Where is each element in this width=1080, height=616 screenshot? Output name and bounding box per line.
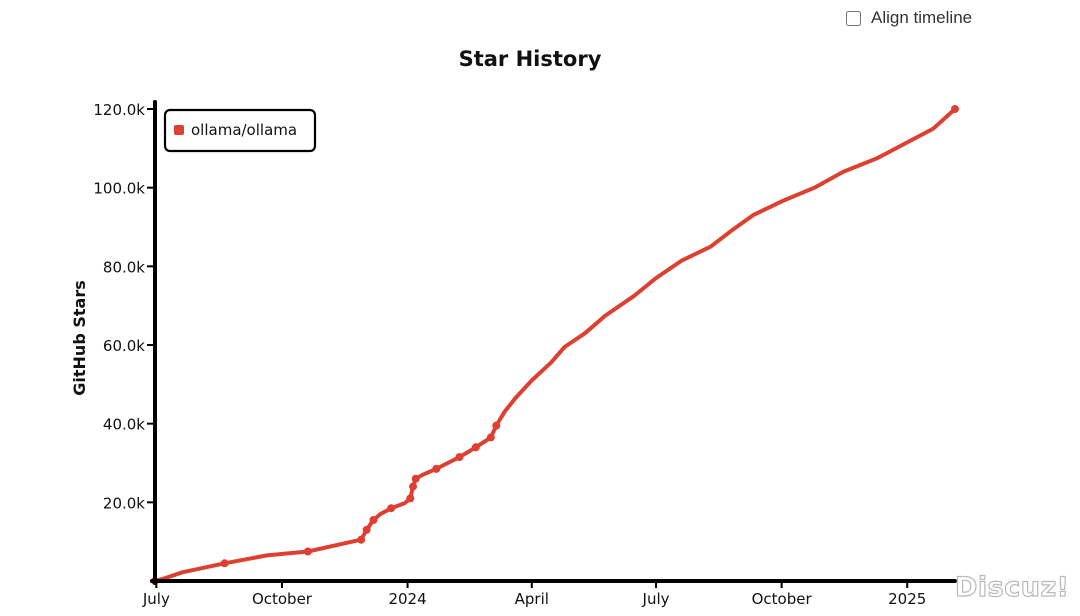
align-timeline-toggle[interactable]: Align timeline xyxy=(846,8,972,28)
y-tick-label: 60.0k xyxy=(103,337,145,355)
x-tick-label: October xyxy=(252,590,313,608)
data-point xyxy=(387,504,396,513)
chart-title: Star History xyxy=(459,47,602,71)
data-point xyxy=(411,474,420,483)
align-timeline-label: Align timeline xyxy=(871,8,973,27)
legend-box xyxy=(163,108,317,153)
legend-swatch xyxy=(174,125,184,135)
data-point xyxy=(492,421,501,430)
data-point xyxy=(357,535,366,544)
data-point xyxy=(471,443,480,452)
y-tick-label: 100.0k xyxy=(93,180,145,198)
legend-label: ollama/ollama xyxy=(191,121,297,139)
x-tick-label: July xyxy=(142,590,170,608)
data-point xyxy=(409,482,418,491)
data-point xyxy=(406,494,415,503)
y-axis-ticks: 20.0k 40.0k 60.0k 80.0k 100.0k 120.0k xyxy=(93,101,155,512)
data-point xyxy=(369,516,378,525)
y-tick-label: 40.0k xyxy=(103,416,145,434)
data-point xyxy=(432,464,441,473)
watermark: Discuz! xyxy=(954,571,1070,603)
data-point xyxy=(486,433,495,442)
x-tick-label: April xyxy=(515,590,549,608)
data-point xyxy=(303,547,312,556)
data-point xyxy=(362,525,371,534)
data-point xyxy=(951,105,959,113)
x-tick-label: 2025 xyxy=(888,590,926,608)
x-tick-label: 2024 xyxy=(388,590,426,608)
align-timeline-checkbox[interactable] xyxy=(846,10,861,26)
data-point xyxy=(220,559,229,568)
x-tick-label: July xyxy=(642,590,670,608)
x-tick-label: October xyxy=(752,590,813,608)
y-tick-label: 80.0k xyxy=(103,258,145,276)
y-axis-label: GitHub Stars xyxy=(70,280,89,395)
y-tick-label: 120.0k xyxy=(93,101,145,119)
data-point xyxy=(455,453,464,462)
series-line-ollama xyxy=(153,107,957,583)
legend: ollama/ollama xyxy=(163,108,317,153)
x-axis-ticks: July October 2024 April July October 2025 xyxy=(142,581,926,608)
y-tick-label: 20.0k xyxy=(103,494,145,512)
